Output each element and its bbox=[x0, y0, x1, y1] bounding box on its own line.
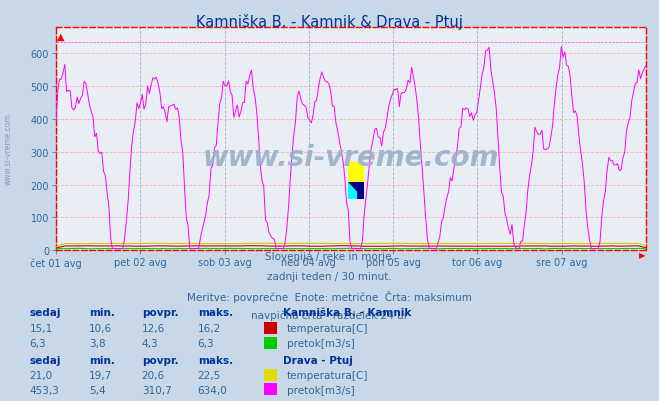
Text: www.si-vreme.com: www.si-vreme.com bbox=[4, 113, 13, 184]
Text: povpr.: povpr. bbox=[142, 355, 179, 365]
Text: Kamniška B. - Kamnik: Kamniška B. - Kamnik bbox=[283, 307, 412, 317]
Text: Kamniška B. - Kamnik & Drava - Ptuj: Kamniška B. - Kamnik & Drava - Ptuj bbox=[196, 14, 463, 30]
Text: 310,7: 310,7 bbox=[142, 385, 171, 395]
Text: 6,3: 6,3 bbox=[30, 338, 46, 348]
Text: temperatura[C]: temperatura[C] bbox=[287, 370, 368, 380]
Text: min.: min. bbox=[89, 307, 115, 317]
Text: zadnji teden / 30 minut.: zadnji teden / 30 minut. bbox=[267, 271, 392, 281]
Text: ▶: ▶ bbox=[639, 251, 646, 260]
Text: maks.: maks. bbox=[198, 355, 233, 365]
Text: pretok[m3/s]: pretok[m3/s] bbox=[287, 338, 355, 348]
Text: povpr.: povpr. bbox=[142, 307, 179, 317]
Text: 22,5: 22,5 bbox=[198, 370, 221, 380]
Text: www.si-vreme.com: www.si-vreme.com bbox=[203, 143, 499, 171]
Text: pretok[m3/s]: pretok[m3/s] bbox=[287, 385, 355, 395]
Text: 10,6: 10,6 bbox=[89, 323, 112, 333]
Text: 5,4: 5,4 bbox=[89, 385, 105, 395]
Polygon shape bbox=[349, 183, 364, 200]
Text: 12,6: 12,6 bbox=[142, 323, 165, 333]
Text: 20,6: 20,6 bbox=[142, 370, 165, 380]
Text: 6,3: 6,3 bbox=[198, 338, 214, 348]
Text: min.: min. bbox=[89, 355, 115, 365]
Text: maks.: maks. bbox=[198, 307, 233, 317]
Text: 15,1: 15,1 bbox=[30, 323, 53, 333]
Text: 19,7: 19,7 bbox=[89, 370, 112, 380]
Text: Meritve: povprečne  Enote: metrične  Črta: maksimum: Meritve: povprečne Enote: metrične Črta:… bbox=[187, 290, 472, 302]
Text: navpična črta - razdelek 24 ur: navpična črta - razdelek 24 ur bbox=[251, 310, 408, 320]
Text: ▲: ▲ bbox=[57, 31, 64, 41]
Text: sedaj: sedaj bbox=[30, 307, 61, 317]
Bar bbox=[357, 183, 364, 200]
Bar bbox=[349, 183, 357, 200]
Text: 453,3: 453,3 bbox=[30, 385, 59, 395]
Text: Slovenija / reke in morje.: Slovenija / reke in morje. bbox=[264, 252, 395, 262]
Text: sedaj: sedaj bbox=[30, 355, 61, 365]
Text: 4,3: 4,3 bbox=[142, 338, 158, 348]
Bar bbox=[349, 162, 364, 183]
Text: temperatura[C]: temperatura[C] bbox=[287, 323, 368, 333]
Text: 634,0: 634,0 bbox=[198, 385, 227, 395]
Text: 16,2: 16,2 bbox=[198, 323, 221, 333]
Text: Drava - Ptuj: Drava - Ptuj bbox=[283, 355, 353, 365]
Text: 3,8: 3,8 bbox=[89, 338, 105, 348]
Text: 21,0: 21,0 bbox=[30, 370, 53, 380]
